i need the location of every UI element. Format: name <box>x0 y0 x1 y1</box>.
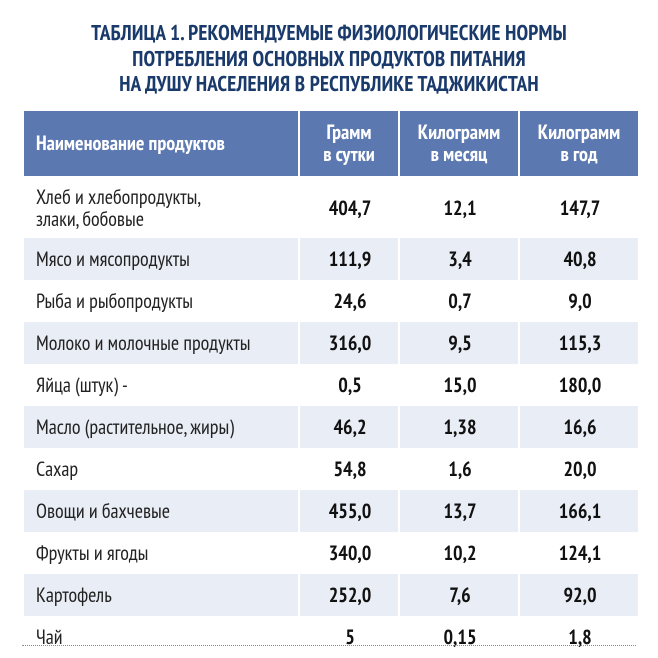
col-header-kg-month: Килограмм в месяц <box>400 111 518 178</box>
cell-name: Картофель <box>24 574 298 616</box>
cell-name: Масло (растительное, жиры) <box>24 406 298 448</box>
cell-name: Сахар <box>24 448 298 490</box>
col-header-grams-day-bot: в сутки <box>306 143 392 165</box>
cell-grams-day: 455,0 <box>300 490 398 532</box>
table-row: Сахар 54,8 1,6 20,0 <box>24 448 638 490</box>
cell-name: Чай <box>24 616 298 658</box>
cell-grams-day: 340,0 <box>300 532 398 574</box>
table-row: Овощи и бахчевые 455,0 13,7 166,1 <box>24 490 638 532</box>
col-header-name-text: Наименование продуктов <box>36 132 290 154</box>
col-header-grams-day: Грамм в сутки <box>300 111 398 178</box>
cell-kg-month: 0,15 <box>400 616 518 658</box>
cell-kg-month: 3,4 <box>400 238 518 280</box>
cell-kg-month: 0,7 <box>400 280 518 322</box>
cell-kg-month: 13,7 <box>400 490 518 532</box>
title-line-3: НА ДУШУ НАСЕЛЕНИЯ В РЕСПУБЛИКЕ ТАДЖИКИСТ… <box>119 70 538 97</box>
cell-grams-day: 5 <box>300 616 398 658</box>
table-row: Рыба и рыбопродукты 24,6 0,7 9,0 <box>24 280 638 322</box>
cell-kg-month: 15,0 <box>400 364 518 406</box>
title-line-2: ПОТРЕБЛЕНИЯ ОСНОВНЫХ ПРОДУКТОВ ПИТАНИЯ <box>132 45 526 72</box>
cell-kg-year: 166,1 <box>520 490 638 532</box>
col-header-kg-month-bot: в месяц <box>406 143 512 165</box>
cell-kg-year: 147,7 <box>520 178 638 239</box>
table-row: Чай 5 0,15 1,8 <box>24 616 638 658</box>
cell-kg-month: 1,6 <box>400 448 518 490</box>
cell-kg-year: 9,0 <box>520 280 638 322</box>
table-row: Хлеб и хлебопродукты, злаки, бобовые 404… <box>24 178 638 239</box>
cell-kg-year: 1,8 <box>520 616 638 658</box>
col-header-kg-year-bot: в год <box>526 143 632 165</box>
cell-kg-month: 1,38 <box>400 406 518 448</box>
cell-kg-year: 124,1 <box>520 532 638 574</box>
cell-kg-year: 20,0 <box>520 448 638 490</box>
cell-kg-month: 12,1 <box>400 178 518 239</box>
cell-grams-day: 316,0 <box>300 322 398 364</box>
cell-name: Яйца (штук) - <box>24 364 298 406</box>
cell-kg-year: 115,3 <box>520 322 638 364</box>
nutrition-table: Наименование продуктов Грамм в сутки Кил… <box>22 111 640 658</box>
col-header-grams-day-top: Грамм <box>306 121 392 143</box>
table-title: ТАБЛИЦА 1. РЕКОМЕНДУЕМЫЕ ФИЗИОЛОГИЧЕСКИЕ… <box>22 20 636 97</box>
cell-grams-day: 404,7 <box>300 178 398 239</box>
cell-name: Молоко и молочные продукты <box>24 322 298 364</box>
cell-grams-day: 0,5 <box>300 364 398 406</box>
cell-name: Рыба и рыбопродукты <box>24 280 298 322</box>
cell-name-l1: Хлеб и хлебопродукты, <box>36 186 288 208</box>
cell-kg-year: 92,0 <box>520 574 638 616</box>
col-header-kg-year-top: Килограмм <box>526 121 632 143</box>
table-body: Хлеб и хлебопродукты, злаки, бобовые 404… <box>24 178 638 658</box>
table-header-row: Наименование продуктов Грамм в сутки Кил… <box>24 111 638 178</box>
table-row: Фрукты и ягоды 340,0 10,2 124,1 <box>24 532 638 574</box>
cell-name: Хлеб и хлебопродукты, злаки, бобовые <box>24 178 298 239</box>
title-line-1: ТАБЛИЦА 1. РЕКОМЕНДУЕМЫЕ ФИЗИОЛОГИЧЕСКИЕ… <box>91 19 567 46</box>
table-row: Масло (растительное, жиры) 46,2 1,38 16,… <box>24 406 638 448</box>
cell-name-l2: злаки, бобовые <box>36 208 288 230</box>
table-row: Молоко и молочные продукты 316,0 9,5 115… <box>24 322 638 364</box>
cell-grams-day: 46,2 <box>300 406 398 448</box>
col-header-name: Наименование продуктов <box>24 111 298 178</box>
cell-name: Фрукты и ягоды <box>24 532 298 574</box>
cell-grams-day: 111,9 <box>300 238 398 280</box>
cell-grams-day: 54,8 <box>300 448 398 490</box>
table-row: Яйца (штук) - 0,5 15,0 180,0 <box>24 364 638 406</box>
cell-kg-month: 9,5 <box>400 322 518 364</box>
table-row: Мясо и мясопродукты 111,9 3,4 40,8 <box>24 238 638 280</box>
cell-kg-month: 10,2 <box>400 532 518 574</box>
cell-grams-day: 24,6 <box>300 280 398 322</box>
col-header-kg-month-top: Килограмм <box>406 121 512 143</box>
cell-kg-year: 180,0 <box>520 364 638 406</box>
col-header-kg-year: Килограмм в год <box>520 111 638 178</box>
cell-kg-month: 7,6 <box>400 574 518 616</box>
table-row: Картофель 252,0 7,6 92,0 <box>24 574 638 616</box>
cell-kg-year: 40,8 <box>520 238 638 280</box>
cell-name: Мясо и мясопродукты <box>24 238 298 280</box>
cell-name: Овощи и бахчевые <box>24 490 298 532</box>
cell-kg-year: 16,6 <box>520 406 638 448</box>
dotted-separator <box>22 645 636 646</box>
cell-grams-day: 252,0 <box>300 574 398 616</box>
